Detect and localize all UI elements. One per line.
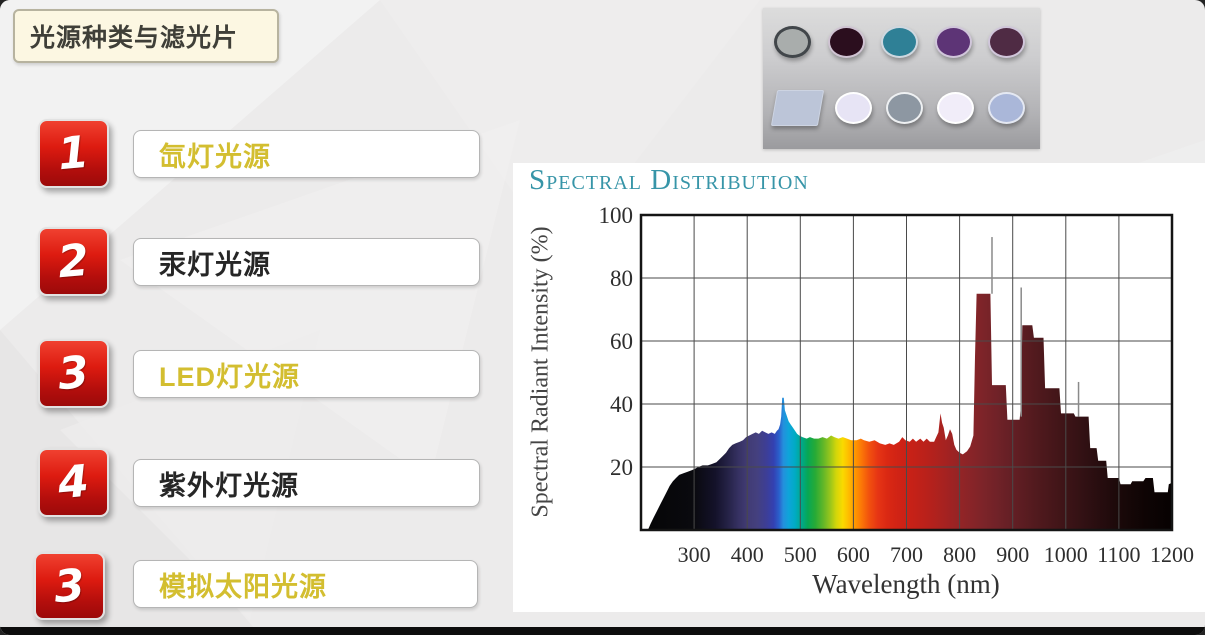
filter-circle: [774, 26, 811, 58]
svg-text:700: 700: [890, 542, 923, 567]
label-box: 紫外灯光源: [133, 459, 480, 507]
svg-text:1100: 1100: [1097, 542, 1140, 567]
label-text: 氙灯光源: [159, 141, 271, 172]
filter-square: [770, 90, 825, 126]
label-box: 模拟太阳光源: [133, 560, 478, 608]
svg-text:20: 20: [610, 455, 633, 480]
filter-circle: [988, 26, 1025, 58]
svg-text:60: 60: [610, 329, 633, 354]
svg-text:300: 300: [678, 542, 711, 567]
filter-circle: [835, 92, 872, 124]
number-badge: 2: [38, 227, 109, 296]
number-text: 2: [56, 234, 91, 289]
list-item-mercury: 2 汞灯光源: [0, 227, 500, 299]
filters-top-row: [774, 26, 1025, 58]
list-item-led: 3 LED灯光源: [0, 339, 500, 411]
filter-circle: [937, 92, 974, 124]
list-item-xenon: 1 氙灯光源: [0, 119, 500, 191]
footer-bar: [0, 627, 1205, 635]
number-text: 3: [56, 346, 91, 401]
filter-circle: [827, 26, 865, 58]
number-text: 3: [52, 559, 87, 613]
filter-circle: [886, 92, 923, 124]
svg-text:500: 500: [784, 542, 817, 567]
number-badge: 3: [34, 552, 105, 620]
filters-bottom-row: [770, 90, 1025, 126]
svg-text:800: 800: [943, 542, 976, 567]
number-badge: 1: [38, 119, 109, 188]
svg-text:1200: 1200: [1150, 542, 1194, 567]
filter-circle: [881, 26, 918, 58]
label-text: 模拟太阳光源: [159, 571, 327, 602]
number-text: 4: [56, 455, 91, 510]
svg-text:40: 40: [610, 392, 633, 417]
svg-text:1000: 1000: [1044, 542, 1088, 567]
page-title-text: 光源种类与滤光片: [30, 24, 239, 52]
filter-circle: [988, 92, 1025, 124]
svg-text:400: 400: [731, 542, 764, 567]
page-title: 光源种类与滤光片: [13, 9, 279, 63]
label-box: 汞灯光源: [133, 238, 480, 286]
label-box: 氙灯光源: [133, 130, 480, 178]
number-badge: 4: [38, 448, 109, 517]
filters-photo: [763, 8, 1040, 149]
svg-text:80: 80: [610, 266, 633, 291]
svg-text:100: 100: [599, 203, 634, 228]
chart-title: Spectral Distribution: [529, 164, 809, 196]
number-badge: 3: [38, 339, 109, 408]
svg-text:600: 600: [837, 542, 870, 567]
filter-circle: [934, 26, 972, 58]
list-item-solar: 3 模拟太阳光源: [0, 552, 500, 624]
list-item-uv: 4 紫外灯光源: [0, 448, 500, 520]
label-text: 汞灯光源: [159, 249, 271, 280]
svg-text:900: 900: [996, 542, 1029, 567]
x-axis-label: Wavelength (nm): [812, 569, 1000, 599]
label-text: LED灯光源: [159, 361, 300, 392]
label-text: 紫外灯光源: [159, 470, 299, 501]
chart-plot: 300 400 500 600 700 800 900 1000 1100 1200 20 40 60 8…: [599, 203, 1195, 567]
label-box: LED灯光源: [133, 350, 480, 398]
number-text: 1: [56, 126, 91, 181]
spectral-distribution-chart: Spectral Distribution Spectral Radiant I…: [513, 163, 1205, 612]
